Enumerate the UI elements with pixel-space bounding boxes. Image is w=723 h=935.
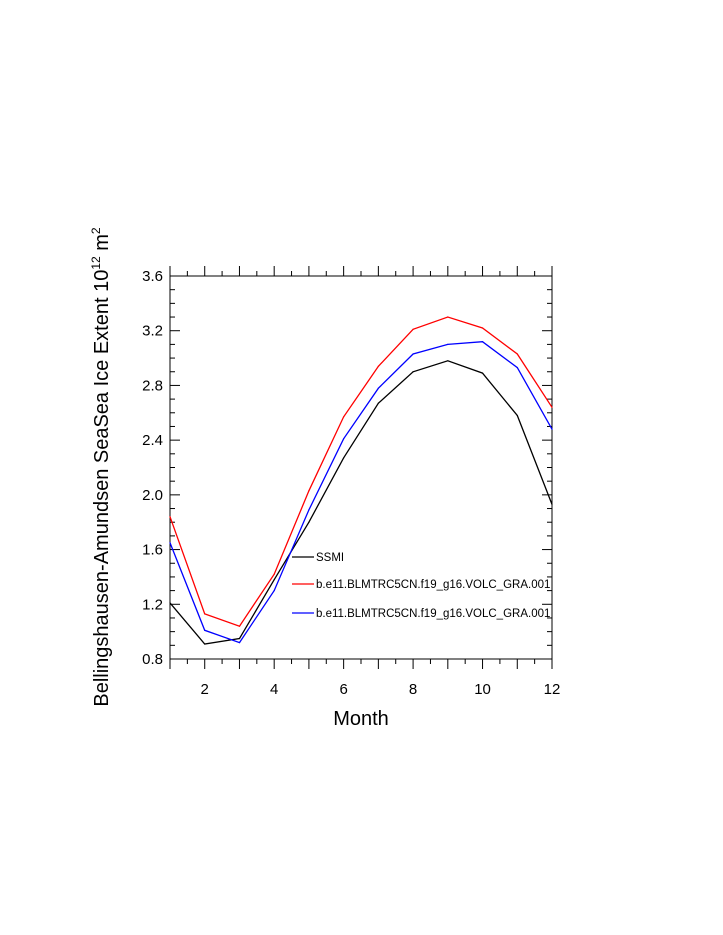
data-point-series-2 — [308, 490, 310, 492]
legend-label-1: SSMI — [316, 552, 344, 564]
data-point-series-2 — [238, 625, 241, 627]
series-line-3 — [169, 341, 553, 644]
y-axis-ticks: 0.8 1.2 1.6 2.0 2.4 2.8 3.2 3.6 — [142, 268, 552, 668]
data-point-series-3 — [204, 629, 206, 631]
data-point-series-2 — [481, 327, 484, 329]
data-point-series-1 — [204, 643, 206, 645]
plot-frame — [169, 275, 553, 660]
data-point-series-3 — [447, 343, 449, 345]
data-point-series-3 — [481, 341, 484, 343]
y-axis-title-exponent: 12 — [89, 256, 103, 270]
data-point-series-3 — [343, 438, 345, 440]
data-point-series-2 — [516, 353, 518, 355]
data-point-series-2 — [447, 316, 449, 318]
y-tick-label: 2.4 — [142, 432, 163, 449]
data-point-series-1 — [447, 360, 449, 362]
y-axis-title-unit-exponent: 2 — [89, 227, 103, 234]
y-tick-label: 1.2 — [142, 596, 163, 613]
data-point-series-1 — [516, 414, 518, 417]
data-point-series-1 — [169, 602, 171, 604]
data-point-series-3 — [238, 641, 241, 644]
y-tick-label: 0.8 — [142, 651, 163, 668]
data-point-series-1 — [412, 371, 414, 373]
data-point-series-2 — [204, 613, 206, 615]
legend-label-3: b.e11.BLMTRC5CN.f19_g16.VOLC_GRA.001 — [316, 608, 550, 620]
x-tick-label: 6 — [339, 681, 347, 698]
x-axis-title: Month — [333, 708, 389, 730]
data-point-series-2 — [377, 365, 379, 367]
data-point-series-1 — [551, 503, 553, 506]
x-axis-ticks: 2 4 6 8 10 12 — [169, 266, 561, 698]
x-tick-label: 4 — [270, 681, 278, 698]
x-tick-label: 10 — [474, 681, 491, 698]
x-tick-label: 12 — [544, 681, 561, 698]
data-point-series-1 — [377, 402, 379, 404]
y-tick-label: 3.6 — [142, 268, 163, 285]
data-point-series-3 — [516, 367, 518, 369]
data-point-series-2 — [273, 573, 275, 575]
data-point-series-1 — [238, 637, 241, 640]
data-point-series-3 — [169, 542, 171, 544]
data-point-series-2 — [343, 416, 345, 418]
data-point-series-2 — [412, 328, 414, 330]
y-tick-label: 2.8 — [142, 377, 163, 394]
legend: SSMI b.e11.BLMTRC5CN.f19_g16.VOLC_GRA.001… — [292, 552, 550, 620]
series-lines — [169, 316, 553, 645]
data-point-series-1 — [481, 372, 484, 374]
data-point-series-3 — [308, 509, 310, 511]
y-tick-label: 2.0 — [142, 487, 163, 504]
x-tick-label: 2 — [201, 681, 209, 698]
y-axis-title: Bellingshausen-Amundsen SeaSea Ice Exten… — [89, 227, 113, 707]
x-tick-label: 8 — [409, 681, 417, 698]
data-point-series-1 — [308, 521, 310, 523]
legend-label-2: b.e11.BLMTRC5CN.f19_g16.VOLC_GRA.001 — [316, 579, 550, 591]
data-point-series-3 — [551, 428, 553, 430]
y-axis-title-main: Bellingshausen-Amundsen SeaSea Ice Exten… — [91, 270, 113, 707]
data-point-series-3 — [377, 387, 379, 389]
data-point-series-3 — [273, 590, 275, 592]
data-point-series-2 — [551, 406, 553, 408]
data-point-series-1 — [273, 579, 275, 581]
y-tick-label: 3.2 — [142, 323, 163, 340]
data-point-series-3 — [412, 353, 414, 355]
data-point-series-2 — [169, 516, 171, 518]
data-point-series-1 — [343, 457, 345, 459]
y-tick-label: 1.6 — [142, 542, 163, 559]
y-axis-title-unit: m — [91, 234, 113, 256]
series-line-1 — [169, 360, 553, 645]
series-line-2 — [169, 316, 553, 627]
